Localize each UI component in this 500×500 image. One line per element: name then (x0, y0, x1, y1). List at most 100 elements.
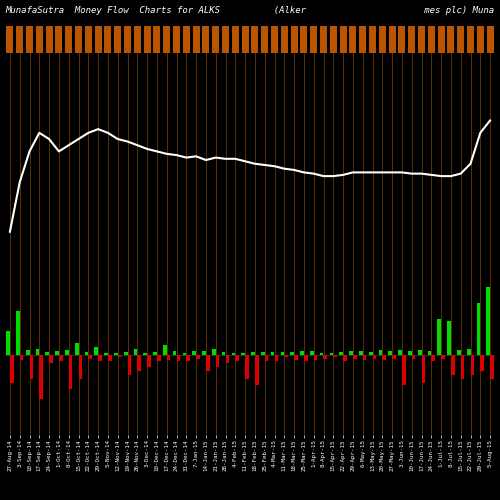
Bar (118, 355, 122, 358)
Bar (349, 351, 353, 355)
Bar (432, 355, 435, 360)
Bar (147, 355, 151, 367)
Bar (46, 352, 49, 355)
Bar (438, 26, 444, 52)
Bar (467, 350, 470, 355)
Bar (480, 355, 484, 371)
Bar (245, 355, 249, 379)
Bar (232, 26, 238, 52)
Bar (164, 26, 170, 52)
Bar (154, 26, 160, 52)
Bar (173, 26, 180, 52)
Bar (428, 26, 434, 52)
Bar (412, 355, 416, 359)
Bar (382, 355, 386, 360)
Bar (94, 26, 102, 52)
Bar (216, 355, 220, 367)
Bar (451, 355, 454, 375)
Bar (398, 26, 406, 52)
Bar (65, 350, 68, 355)
Bar (334, 355, 337, 356)
Bar (486, 26, 494, 52)
Bar (359, 351, 362, 355)
Bar (186, 355, 190, 360)
Bar (242, 26, 248, 52)
Bar (40, 355, 43, 399)
Bar (144, 26, 150, 52)
Bar (320, 26, 327, 52)
Bar (330, 26, 336, 52)
Bar (378, 350, 382, 355)
Bar (392, 355, 396, 359)
Bar (490, 355, 494, 379)
Bar (222, 352, 226, 355)
Bar (274, 355, 278, 360)
Bar (138, 355, 141, 371)
Bar (320, 352, 324, 355)
Bar (324, 355, 327, 359)
Bar (114, 352, 117, 355)
Bar (66, 26, 72, 52)
Bar (85, 26, 91, 52)
Bar (30, 355, 33, 379)
Bar (402, 355, 406, 386)
Bar (183, 26, 190, 52)
Bar (362, 355, 366, 360)
Bar (212, 26, 219, 52)
Bar (144, 352, 147, 355)
Bar (261, 352, 264, 355)
Bar (176, 355, 180, 362)
Bar (124, 26, 131, 52)
Bar (128, 355, 131, 375)
Bar (192, 351, 196, 355)
Bar (157, 355, 160, 360)
Bar (124, 352, 128, 355)
Bar (196, 355, 200, 359)
Bar (467, 26, 474, 52)
Bar (290, 352, 294, 355)
Bar (428, 351, 432, 355)
Bar (251, 352, 255, 355)
Bar (360, 26, 366, 52)
Bar (284, 355, 288, 358)
Bar (153, 352, 157, 355)
Bar (49, 355, 53, 363)
Bar (280, 352, 284, 355)
Bar (457, 350, 460, 355)
Bar (46, 26, 52, 52)
Bar (353, 355, 356, 359)
Bar (388, 351, 392, 355)
Bar (470, 355, 474, 375)
Bar (458, 26, 464, 52)
Bar (281, 26, 287, 52)
Bar (486, 287, 490, 355)
Bar (16, 311, 20, 355)
Bar (56, 26, 62, 52)
Bar (84, 352, 88, 355)
Bar (372, 355, 376, 359)
Bar (398, 350, 402, 355)
Bar (94, 347, 98, 355)
Bar (408, 351, 412, 355)
Bar (418, 350, 422, 355)
Bar (78, 355, 82, 379)
Bar (310, 26, 317, 52)
Bar (98, 355, 102, 360)
Bar (271, 26, 278, 52)
Bar (262, 26, 268, 52)
Bar (192, 26, 200, 52)
Bar (226, 355, 229, 363)
Bar (114, 26, 121, 52)
Bar (222, 26, 229, 52)
Bar (441, 355, 445, 359)
Bar (134, 26, 140, 52)
Bar (242, 352, 245, 355)
Bar (369, 26, 376, 52)
Bar (16, 26, 23, 52)
Bar (134, 350, 138, 355)
Bar (212, 350, 216, 355)
Bar (350, 26, 356, 52)
Bar (447, 322, 451, 355)
Bar (55, 351, 59, 355)
Bar (255, 355, 258, 386)
